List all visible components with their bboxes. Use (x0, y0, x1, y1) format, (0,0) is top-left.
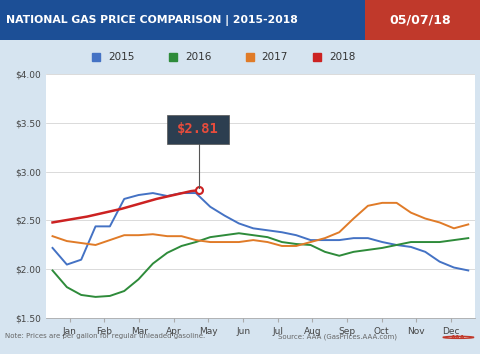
Text: 2015: 2015 (108, 51, 134, 62)
Text: 2018: 2018 (329, 51, 355, 62)
Text: 2017: 2017 (262, 51, 288, 62)
Text: Source: AAA (GasPrices.AAA.com): Source: AAA (GasPrices.AAA.com) (278, 333, 397, 339)
Text: AAA: AAA (451, 335, 466, 340)
FancyBboxPatch shape (167, 115, 229, 144)
Text: $2.81: $2.81 (177, 122, 219, 136)
Text: 2016: 2016 (185, 51, 211, 62)
Bar (365, 0, 480, 40)
Text: NATIONAL GAS PRICE COMPARISON | 2015-2018: NATIONAL GAS PRICE COMPARISON | 2015-201… (6, 15, 298, 25)
Circle shape (443, 336, 474, 338)
Text: Note: Prices are per gallon for regular unleaded gasoline.: Note: Prices are per gallon for regular … (5, 333, 205, 339)
Bar (0, 0, 365, 40)
Text: 05/07/18: 05/07/18 (390, 13, 451, 27)
